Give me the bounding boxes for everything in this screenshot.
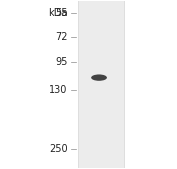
Bar	[78, 0, 124, 169]
Text: 72: 72	[55, 32, 67, 42]
Text: kDa: kDa	[48, 8, 67, 18]
Text: 130: 130	[49, 85, 67, 95]
Text: 55: 55	[55, 8, 67, 18]
Ellipse shape	[91, 74, 107, 81]
Text: 95: 95	[55, 57, 67, 67]
Text: 250: 250	[49, 144, 67, 154]
